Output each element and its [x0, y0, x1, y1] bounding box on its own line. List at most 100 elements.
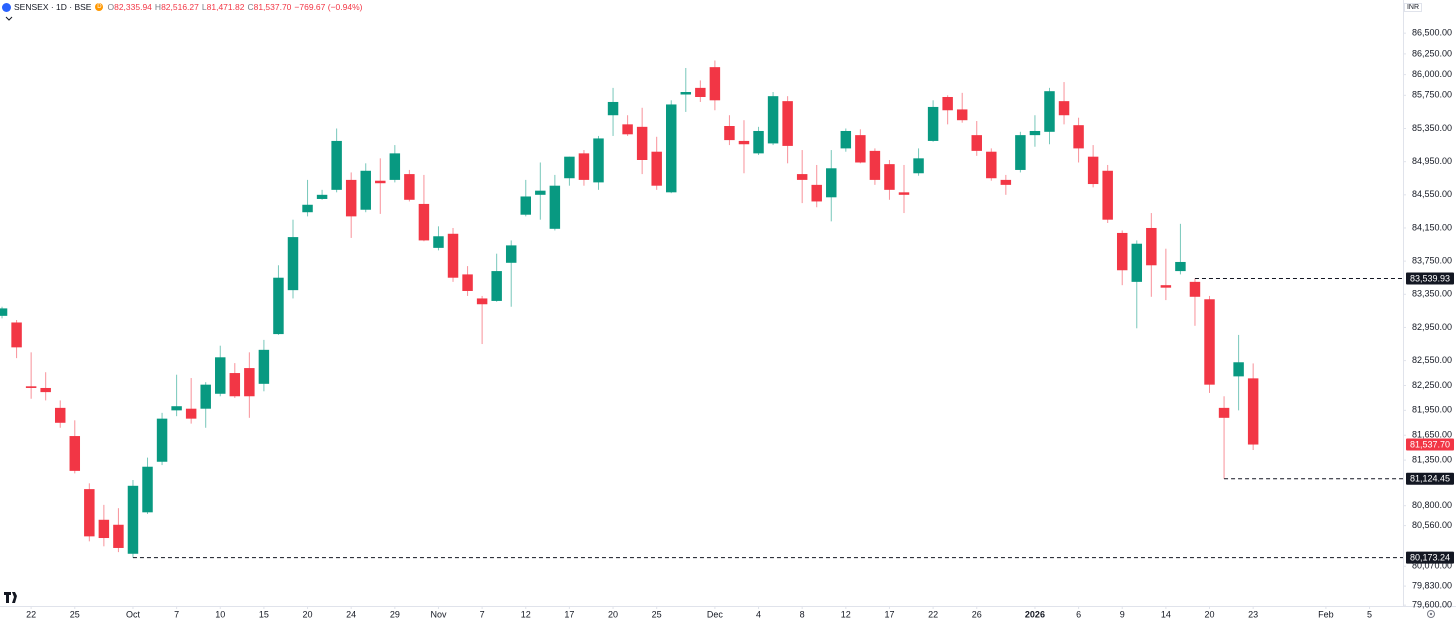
- candle-body: [331, 140, 342, 190]
- candle-body: [942, 96, 953, 111]
- candle-body: [811, 184, 822, 202]
- candle-body: [1044, 91, 1055, 132]
- x-tick-label: 20: [303, 609, 313, 619]
- symbol-logo: [2, 2, 11, 12]
- candle-body: [389, 153, 401, 180]
- candle-body: [1247, 378, 1259, 445]
- ohlc-values: O82,335.94 H82,516.27 L81,471.82 C81,537.70: [107, 2, 294, 12]
- x-tick-label: 24: [346, 609, 356, 619]
- candle-body: [709, 67, 721, 101]
- candle-body: [142, 466, 153, 513]
- candle-body: [1116, 232, 1128, 271]
- symbol-header: SENSEX · 1D · BSE D O82,335.94 H82,516.27…: [0, 0, 365, 14]
- candle-body: [447, 233, 459, 278]
- candle-body: [273, 277, 284, 335]
- last-price-box: [1406, 438, 1454, 451]
- ohlc-value: 82,516.27: [161, 2, 199, 12]
- ohlc-key: O: [107, 2, 115, 12]
- candle-body: [1073, 125, 1084, 149]
- candle-body: [476, 298, 488, 305]
- y-tick-label: 81,350.00: [1412, 454, 1452, 464]
- candle-body: [491, 271, 502, 301]
- y-tick-label: 86,250.00: [1412, 48, 1452, 58]
- candle-body: [986, 151, 997, 179]
- x-tick-label: 14: [1161, 609, 1171, 619]
- x-tick-label: 8: [800, 609, 805, 619]
- candle-body: [1218, 407, 1230, 418]
- candle-body: [826, 168, 837, 198]
- ohlc-key: L: [201, 2, 207, 12]
- candle-body: [767, 96, 779, 144]
- currency[interactable]: INR: [1403, 3, 1422, 12]
- candle-body: [593, 138, 604, 183]
- candle-body: [796, 174, 808, 180]
- candle-body: [927, 106, 939, 141]
- candle-body: [156, 418, 168, 462]
- candle-body: [345, 179, 357, 217]
- y-tick-label: 83,750.00: [1412, 256, 1452, 266]
- candle-body: [695, 87, 706, 97]
- candle-body: [215, 357, 226, 394]
- candle-body: [913, 158, 924, 174]
- candle-body: [1204, 299, 1215, 385]
- y-tick-label: 85,350.00: [1412, 123, 1452, 133]
- candle-body: [855, 135, 866, 163]
- y-tick-label: 84,150.00: [1412, 222, 1452, 232]
- candle-body: [1102, 170, 1113, 220]
- candle-body: [564, 156, 575, 179]
- tradingview-logo: [4, 592, 17, 603]
- candle-body: [535, 190, 546, 195]
- symbol-name[interactable]: SENSEX · 1D · BSE: [14, 2, 92, 12]
- candle-body: [1160, 285, 1172, 288]
- plot-area: [0, 60, 1259, 558]
- price-label: 83,539.93: [1410, 273, 1450, 283]
- x-tick-label: 17: [564, 609, 574, 619]
- x-tick-label: 17: [884, 609, 894, 619]
- candle-body: [898, 192, 910, 195]
- price-label-box: [1406, 551, 1454, 564]
- y-tick-label: 82,250.00: [1412, 380, 1452, 390]
- candle-body: [680, 92, 692, 95]
- x-tick-label: 22: [928, 609, 938, 619]
- candle-body: [98, 519, 110, 539]
- market-badge: D: [95, 3, 104, 11]
- expand-button[interactable]: [5, 16, 13, 21]
- candle-body: [0, 308, 8, 316]
- last-price-label: 81,537.70: [1410, 439, 1450, 449]
- candle-body: [840, 130, 852, 149]
- candle-body: [738, 140, 750, 145]
- x-tick-label: 26: [972, 609, 982, 619]
- x-tick-label: 29: [390, 609, 400, 619]
- x-tick-label: 12: [521, 609, 531, 619]
- price-label: 81,124.45: [1410, 474, 1450, 484]
- x-tick-label: Dec: [707, 609, 724, 619]
- candle-body: [200, 384, 211, 409]
- x-tick-label: 9: [1120, 609, 1125, 619]
- x-tick-label: 5: [1367, 609, 1372, 619]
- x-tick-label: Nov: [430, 609, 447, 619]
- candle-body: [636, 126, 648, 160]
- settings-icon[interactable]: [1427, 610, 1435, 618]
- x-tick-label: 10: [215, 609, 225, 619]
- candle-body: [666, 104, 677, 193]
- y-tick-label: 82,550.00: [1412, 355, 1452, 365]
- candle-body: [753, 130, 764, 154]
- candle-body: [607, 101, 619, 116]
- candle-body: [113, 524, 124, 548]
- candle-body: [69, 436, 81, 471]
- candle-body: [418, 203, 430, 241]
- candle-body: [229, 373, 241, 397]
- candle-body: [404, 174, 415, 200]
- candle-body: [25, 386, 37, 388]
- x-tick-label: 20: [608, 609, 618, 619]
- candle-body: [1087, 156, 1099, 185]
- ohlc-value: 81,537.70: [253, 2, 292, 12]
- candle-body: [956, 109, 968, 121]
- candle-body: [360, 170, 371, 210]
- y-tick-label: 86,000.00: [1412, 69, 1452, 79]
- x-tick-label: 7: [480, 609, 485, 619]
- x-tick-label: 23: [1248, 609, 1258, 619]
- ohlc-value: 81,471.82: [206, 2, 245, 12]
- y-tick-label: 80,070.00: [1412, 561, 1452, 571]
